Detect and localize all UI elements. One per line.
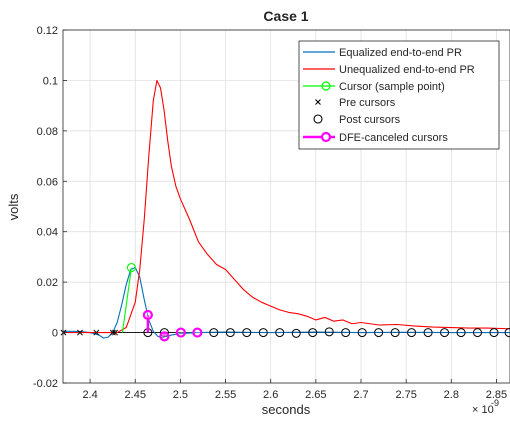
post-cursor-marker <box>159 328 169 338</box>
post-cursor-marker <box>242 328 252 338</box>
markers <box>60 262 510 342</box>
legend-label-unequalized: Unequalized end-to-end PR <box>339 64 475 76</box>
y-tick-label: 0.12 <box>37 25 58 37</box>
x-exponent-base: × 10 <box>472 404 494 416</box>
post-cursor-marker <box>324 327 334 337</box>
legend-swatch-dfe-marker <box>320 131 332 143</box>
legend-label-dfe: DFE-canceled cursors <box>339 132 448 144</box>
x-tick-label: 2.4 <box>82 389 97 401</box>
legend-box <box>298 40 500 150</box>
cursor-line <box>121 267 132 333</box>
post-cursor-marker <box>374 328 384 338</box>
x-tick-label: 2.85 <box>486 389 507 401</box>
y-axis-label: volts <box>6 193 21 220</box>
y-tick-label: 0.02 <box>37 277 58 289</box>
post-cursor-marker <box>209 328 219 338</box>
post-cursor-marker <box>407 328 417 338</box>
y-tick-label: 0 <box>52 328 58 340</box>
y-ticks: -0.02 0 0.02 0.04 0.06 0.08 0.1 0.12 <box>33 25 67 390</box>
dfe-marker <box>142 309 153 321</box>
y-tick-label: 0.1 <box>43 75 58 87</box>
legend-label-equalized: Equalized end-to-end PR <box>339 47 462 59</box>
post-cursor-marker <box>308 328 318 338</box>
post-cursor-marker <box>456 328 466 338</box>
post-cursor-marker <box>489 328 499 338</box>
dfe-marker <box>175 327 186 338</box>
post-cursor-marker <box>390 328 400 338</box>
dfe-marker <box>159 331 170 342</box>
legend-label-pre-cursors: Pre cursors <box>339 97 396 109</box>
x-tick-label: 2.45 <box>125 389 146 401</box>
pre-cursor-marker <box>112 329 118 336</box>
legend-swatch-post-cursors <box>313 114 323 124</box>
x-axis-label: seconds <box>262 402 311 417</box>
post-cursor-marker <box>341 328 351 338</box>
x-tick-label: 2.6 <box>263 389 278 401</box>
plot-frame <box>62 29 510 384</box>
post-cursor-marker <box>357 328 367 338</box>
legend-label-post-cursors: Post cursors <box>339 114 401 126</box>
x-tick-label: 2.7 <box>353 389 368 401</box>
legend: Equalized end-to-end PR Unequalized end-… <box>298 40 500 150</box>
dfe-marker <box>192 327 203 338</box>
pre-cursor-marker <box>93 329 100 336</box>
post-cursor-marker <box>423 328 433 338</box>
post-cursor-marker <box>472 328 482 338</box>
cursor-marker <box>126 262 136 273</box>
pre-cursor-marker <box>109 329 116 336</box>
x-tick-label: 2.8 <box>444 389 459 401</box>
chart-title: Case 1 <box>263 8 308 24</box>
x-exponent-power: -9 <box>491 398 499 408</box>
y-tick-label: 0.04 <box>37 227 58 239</box>
legend-swatch-pre-cursors <box>315 99 321 105</box>
legend-swatch-cursor-marker <box>321 81 331 91</box>
y-tick-label: 0.06 <box>37 176 58 188</box>
x-tick-label: 2.75 <box>395 389 416 401</box>
x-tick-label: 2.55 <box>215 389 236 401</box>
x-ticks: 2.4 2.45 2.5 2.55 2.6 2.65 2.7 2.75 2.8 2.85 <box>82 379 507 401</box>
y-tick-label: -0.02 <box>33 378 58 390</box>
x-tick-label: 2.5 <box>173 389 188 401</box>
post-cursor-marker <box>440 328 450 338</box>
y-tick-label: 0.08 <box>37 126 58 138</box>
post-cursor-marker <box>504 328 510 338</box>
post-cursor-marker <box>275 328 285 338</box>
legend-label-cursor: Cursor (sample point) <box>339 81 445 93</box>
post-cursor-marker <box>225 328 235 338</box>
series-line-1 <box>63 79 510 334</box>
post-cursor-marker <box>258 328 268 338</box>
post-cursor-marker <box>291 328 301 338</box>
pre-cursor-marker <box>77 329 83 336</box>
x-tick-label: 2.65 <box>305 389 326 401</box>
